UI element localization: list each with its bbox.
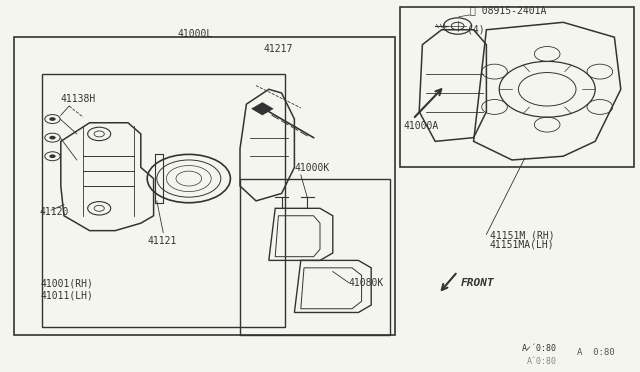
Text: 41001(RH): 41001(RH) [40,279,93,289]
Text: 41000K: 41000K [294,163,330,173]
Text: (4): (4) [467,24,485,34]
Bar [42,74,285,327]
Bar [251,102,274,115]
Bar [240,179,390,335]
Text: 41121: 41121 [147,236,177,246]
Text: Aˆ0:80: Aˆ0:80 [527,357,557,366]
Text: 41000A: 41000A [403,122,438,131]
Text: 41138H: 41138H [61,94,96,104]
Text: ⓥ 08915-2401A: ⓥ 08915-2401A [470,5,547,15]
Text: 41151M (RH): 41151M (RH) [490,231,554,241]
Circle shape [49,154,56,158]
Text: 41011(LH): 41011(LH) [40,290,93,300]
Text: 41120: 41120 [40,207,69,217]
Text: A✓´0:80: A✓´0:80 [522,344,557,353]
Bar [14,37,395,335]
Text: 41217: 41217 [264,44,293,54]
Text: 41000L: 41000L [177,29,213,39]
Bar [400,7,634,167]
Circle shape [49,136,56,140]
Text: 41151MA(LH): 41151MA(LH) [490,240,554,250]
Circle shape [49,117,56,121]
Text: A  0:80: A 0:80 [577,348,614,357]
Text: FRONT: FRONT [461,278,495,288]
Text: 41080K: 41080K [349,278,384,288]
